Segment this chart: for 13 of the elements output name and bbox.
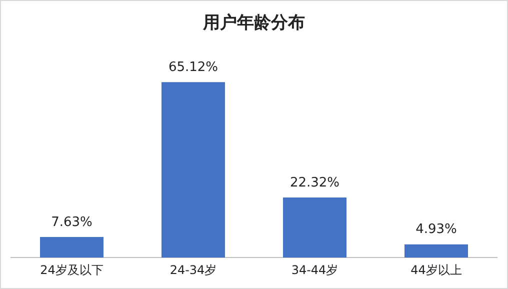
x-tick-label: 24-34岁 xyxy=(170,262,217,277)
data-label: 22.32% xyxy=(290,175,340,190)
x-tick-label: 24岁及以下 xyxy=(40,262,104,277)
data-label: 65.12% xyxy=(168,60,218,76)
data-label: 7.63% xyxy=(51,214,92,230)
data-label: 4.93% xyxy=(416,222,457,238)
x-tick-label: 44岁以上 xyxy=(410,262,462,277)
x-tick-label: 34-44岁 xyxy=(291,262,338,277)
bar xyxy=(40,237,104,258)
bar xyxy=(283,197,346,258)
chart-title: 用户年龄分布 xyxy=(202,12,306,34)
bar xyxy=(162,82,225,258)
bar xyxy=(404,244,468,258)
